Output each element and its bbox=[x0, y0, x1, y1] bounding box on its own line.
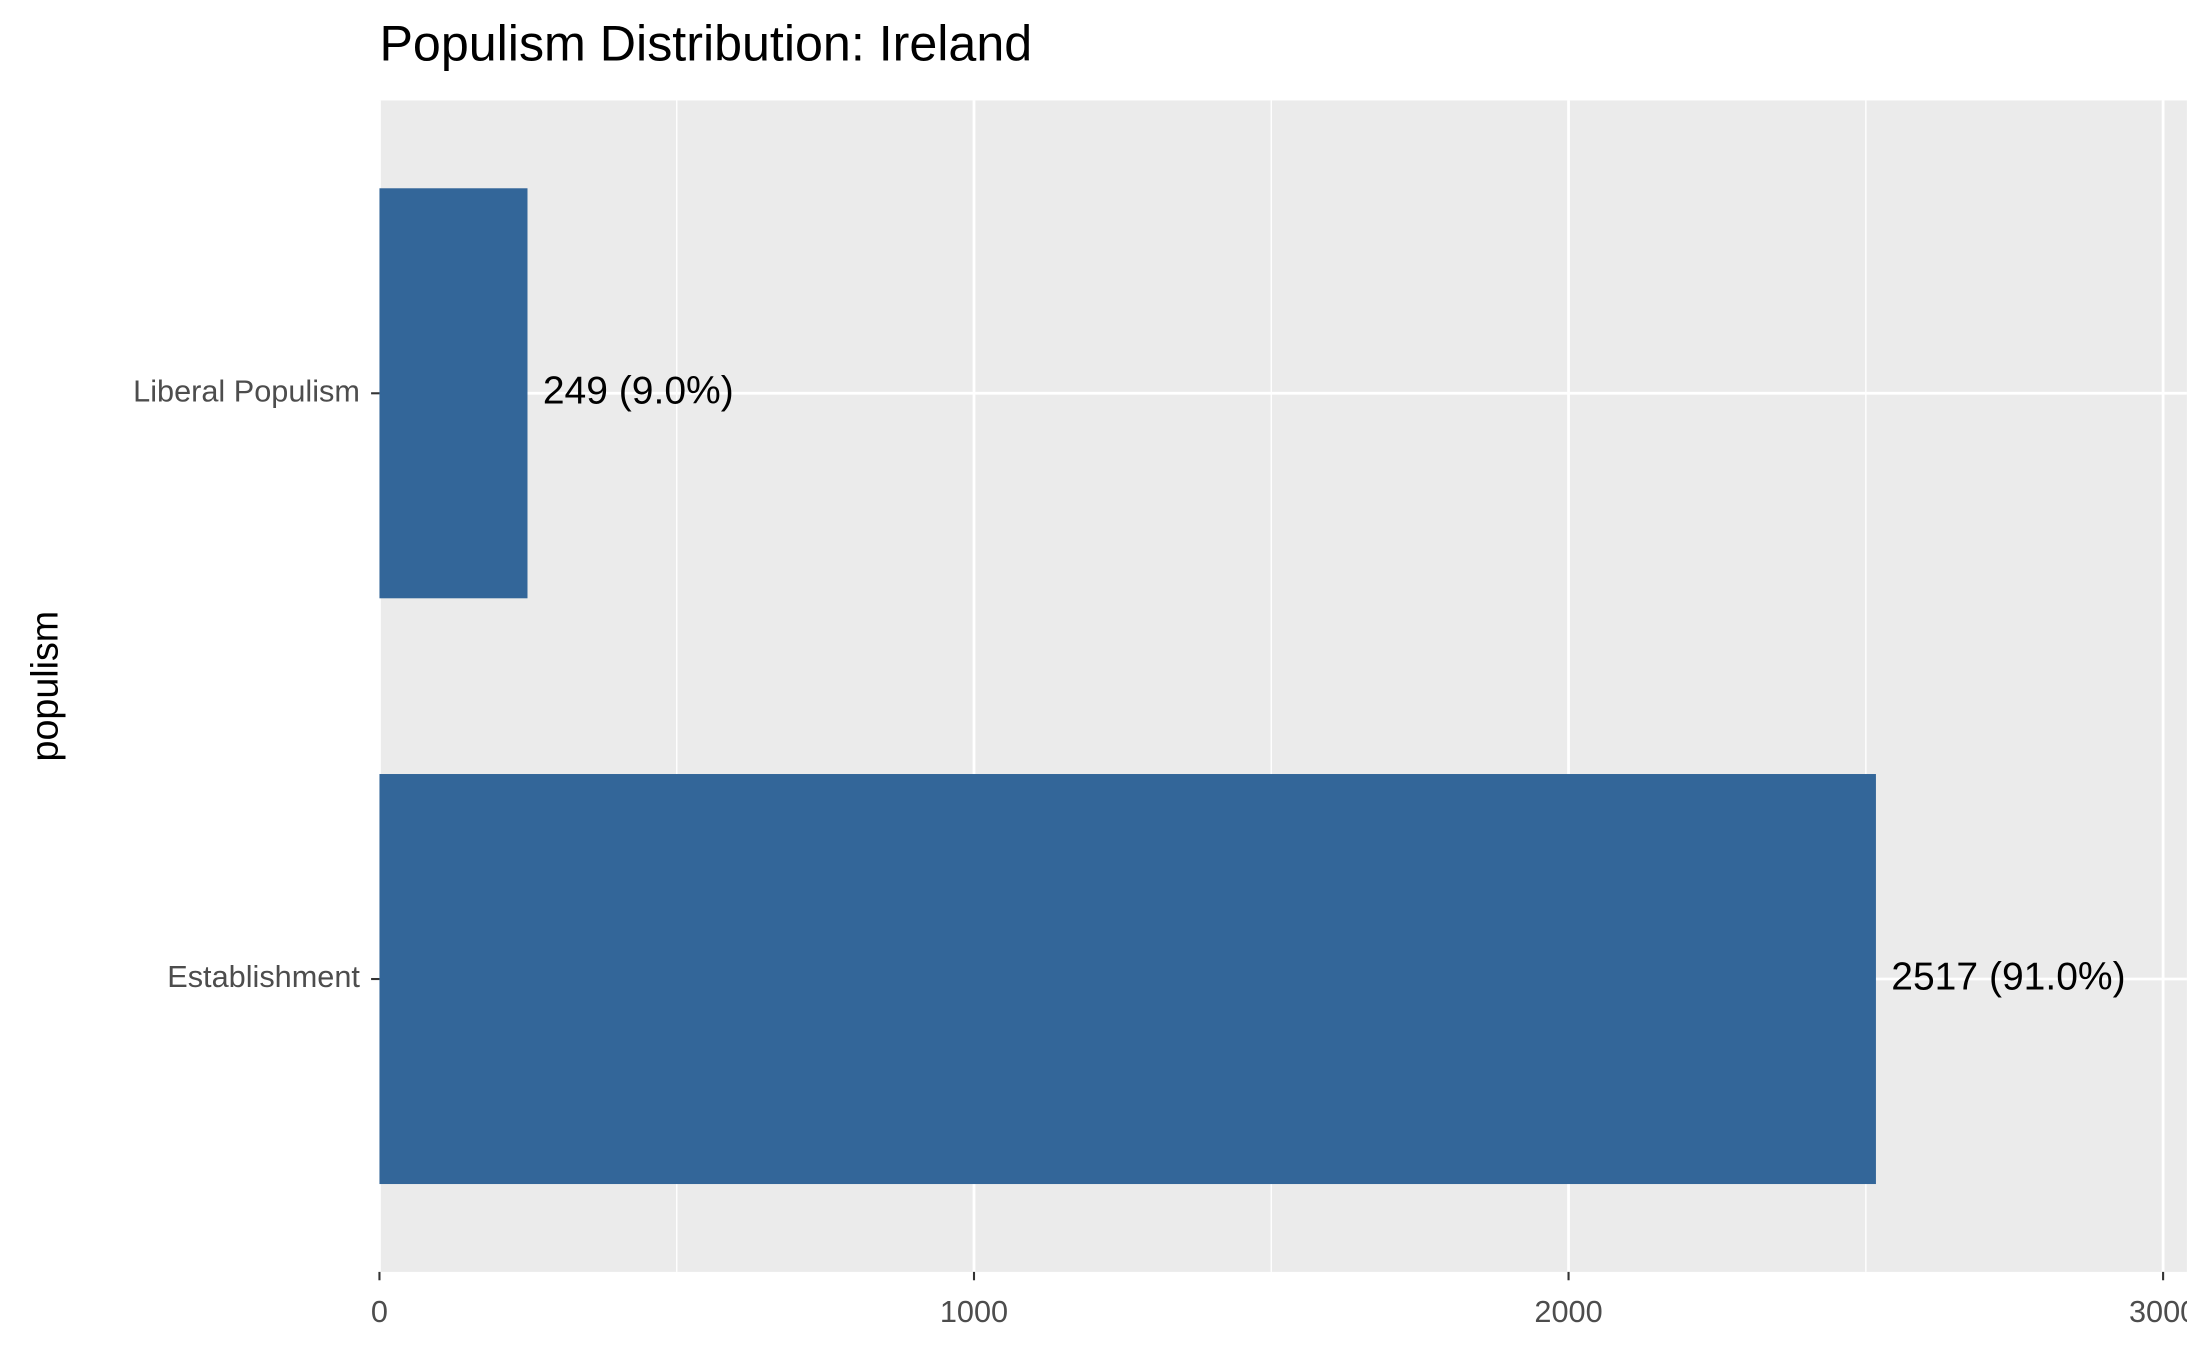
value-label: 2517 (91.0%) bbox=[1891, 955, 2125, 998]
x-tick-label: 3000 bbox=[2129, 1294, 2187, 1329]
bar bbox=[379, 188, 528, 599]
x-tick-label: 1000 bbox=[940, 1294, 1008, 1329]
bar bbox=[379, 774, 1876, 1185]
value-label: 249 (9.0%) bbox=[543, 370, 734, 413]
y-tick-label: Liberal Populism bbox=[133, 373, 360, 408]
x-tick-label: 0 bbox=[371, 1294, 388, 1329]
y-tick-label: Establishment bbox=[167, 959, 360, 994]
chart-title: Populism Distribution: Ireland bbox=[379, 16, 1032, 72]
x-tick-label: 2000 bbox=[1534, 1294, 1602, 1329]
y-axis-label: populism bbox=[23, 611, 65, 762]
